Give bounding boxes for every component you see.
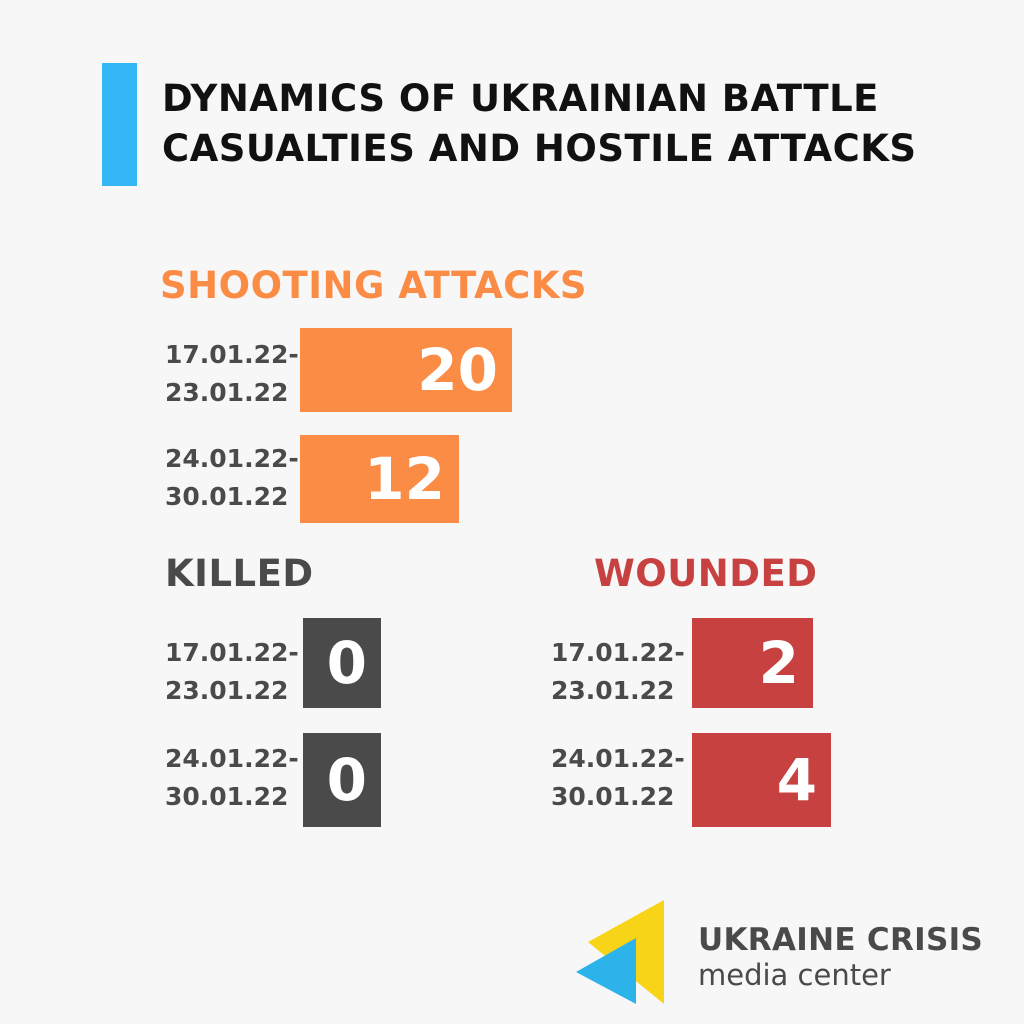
logo-wordmark: UKRAINE CRISIS media center <box>698 922 983 992</box>
shooting-bar-period-2: 12 <box>300 435 459 523</box>
shooting-period-2-end: 30.01.22 <box>165 482 289 511</box>
killed-period-1-start: 17.01.22- <box>165 638 299 667</box>
killed-period-2-label: 24.01.22- 30.01.22 <box>165 740 299 816</box>
killed-period-1-label: 17.01.22- 23.01.22 <box>165 634 299 710</box>
wounded-bar-period-2: 4 <box>692 733 831 827</box>
killed-value-period-1: 0 <box>326 629 367 697</box>
wounded-bar-period-1: 2 <box>692 618 813 708</box>
wounded-value-period-2: 4 <box>776 746 817 814</box>
shooting-period-2-label: 24.01.22- 30.01.22 <box>165 440 299 516</box>
page-title-line-1: DYNAMICS OF UKRAINIAN BATTLE <box>162 77 879 120</box>
title-accent-bar <box>102 63 137 186</box>
shooting-value-period-1: 20 <box>417 336 498 404</box>
wounded-period-2-start: 24.01.22- <box>551 744 685 773</box>
killed-bar-period-1: 0 <box>303 618 381 708</box>
shooting-period-1-end: 23.01.22 <box>165 378 289 407</box>
killed-period-2-end: 30.01.22 <box>165 782 289 811</box>
wounded-period-2-end: 30.01.22 <box>551 782 675 811</box>
killed-period-2-start: 24.01.22- <box>165 744 299 773</box>
killed-value-period-2: 0 <box>326 746 367 814</box>
ukraine-crisis-logo-icon <box>576 900 664 1004</box>
shooting-value-period-2: 12 <box>364 445 445 513</box>
wounded-value-period-1: 2 <box>758 629 799 697</box>
shooting-period-2-start: 24.01.22- <box>165 444 299 473</box>
killed-bar-period-2: 0 <box>303 733 381 827</box>
killed-period-1-end: 23.01.22 <box>165 676 289 705</box>
wounded-period-1-label: 17.01.22- 23.01.22 <box>551 634 685 710</box>
shooting-period-1-label: 17.01.22- 23.01.22 <box>165 336 299 412</box>
logo-line-1: UKRAINE CRISIS <box>698 922 984 958</box>
wounded-period-1-start: 17.01.22- <box>551 638 685 667</box>
logo-line-2: media center <box>698 958 891 992</box>
shooting-bar-period-1: 20 <box>300 328 512 412</box>
page-title-line-2: CASUALTIES AND HOSTILE ATTACKS <box>162 127 917 170</box>
wounded-period-2-label: 24.01.22- 30.01.22 <box>551 740 685 816</box>
wounded-title: WOUNDED <box>594 552 818 595</box>
shooting-attacks-title: SHOOTING ATTACKS <box>160 264 588 307</box>
shooting-period-1-start: 17.01.22- <box>165 340 299 369</box>
wounded-period-1-end: 23.01.22 <box>551 676 675 705</box>
killed-title: KILLED <box>165 552 314 595</box>
page-title: DYNAMICS OF UKRAINIAN BATTLE CASUALTIES … <box>162 74 1002 174</box>
